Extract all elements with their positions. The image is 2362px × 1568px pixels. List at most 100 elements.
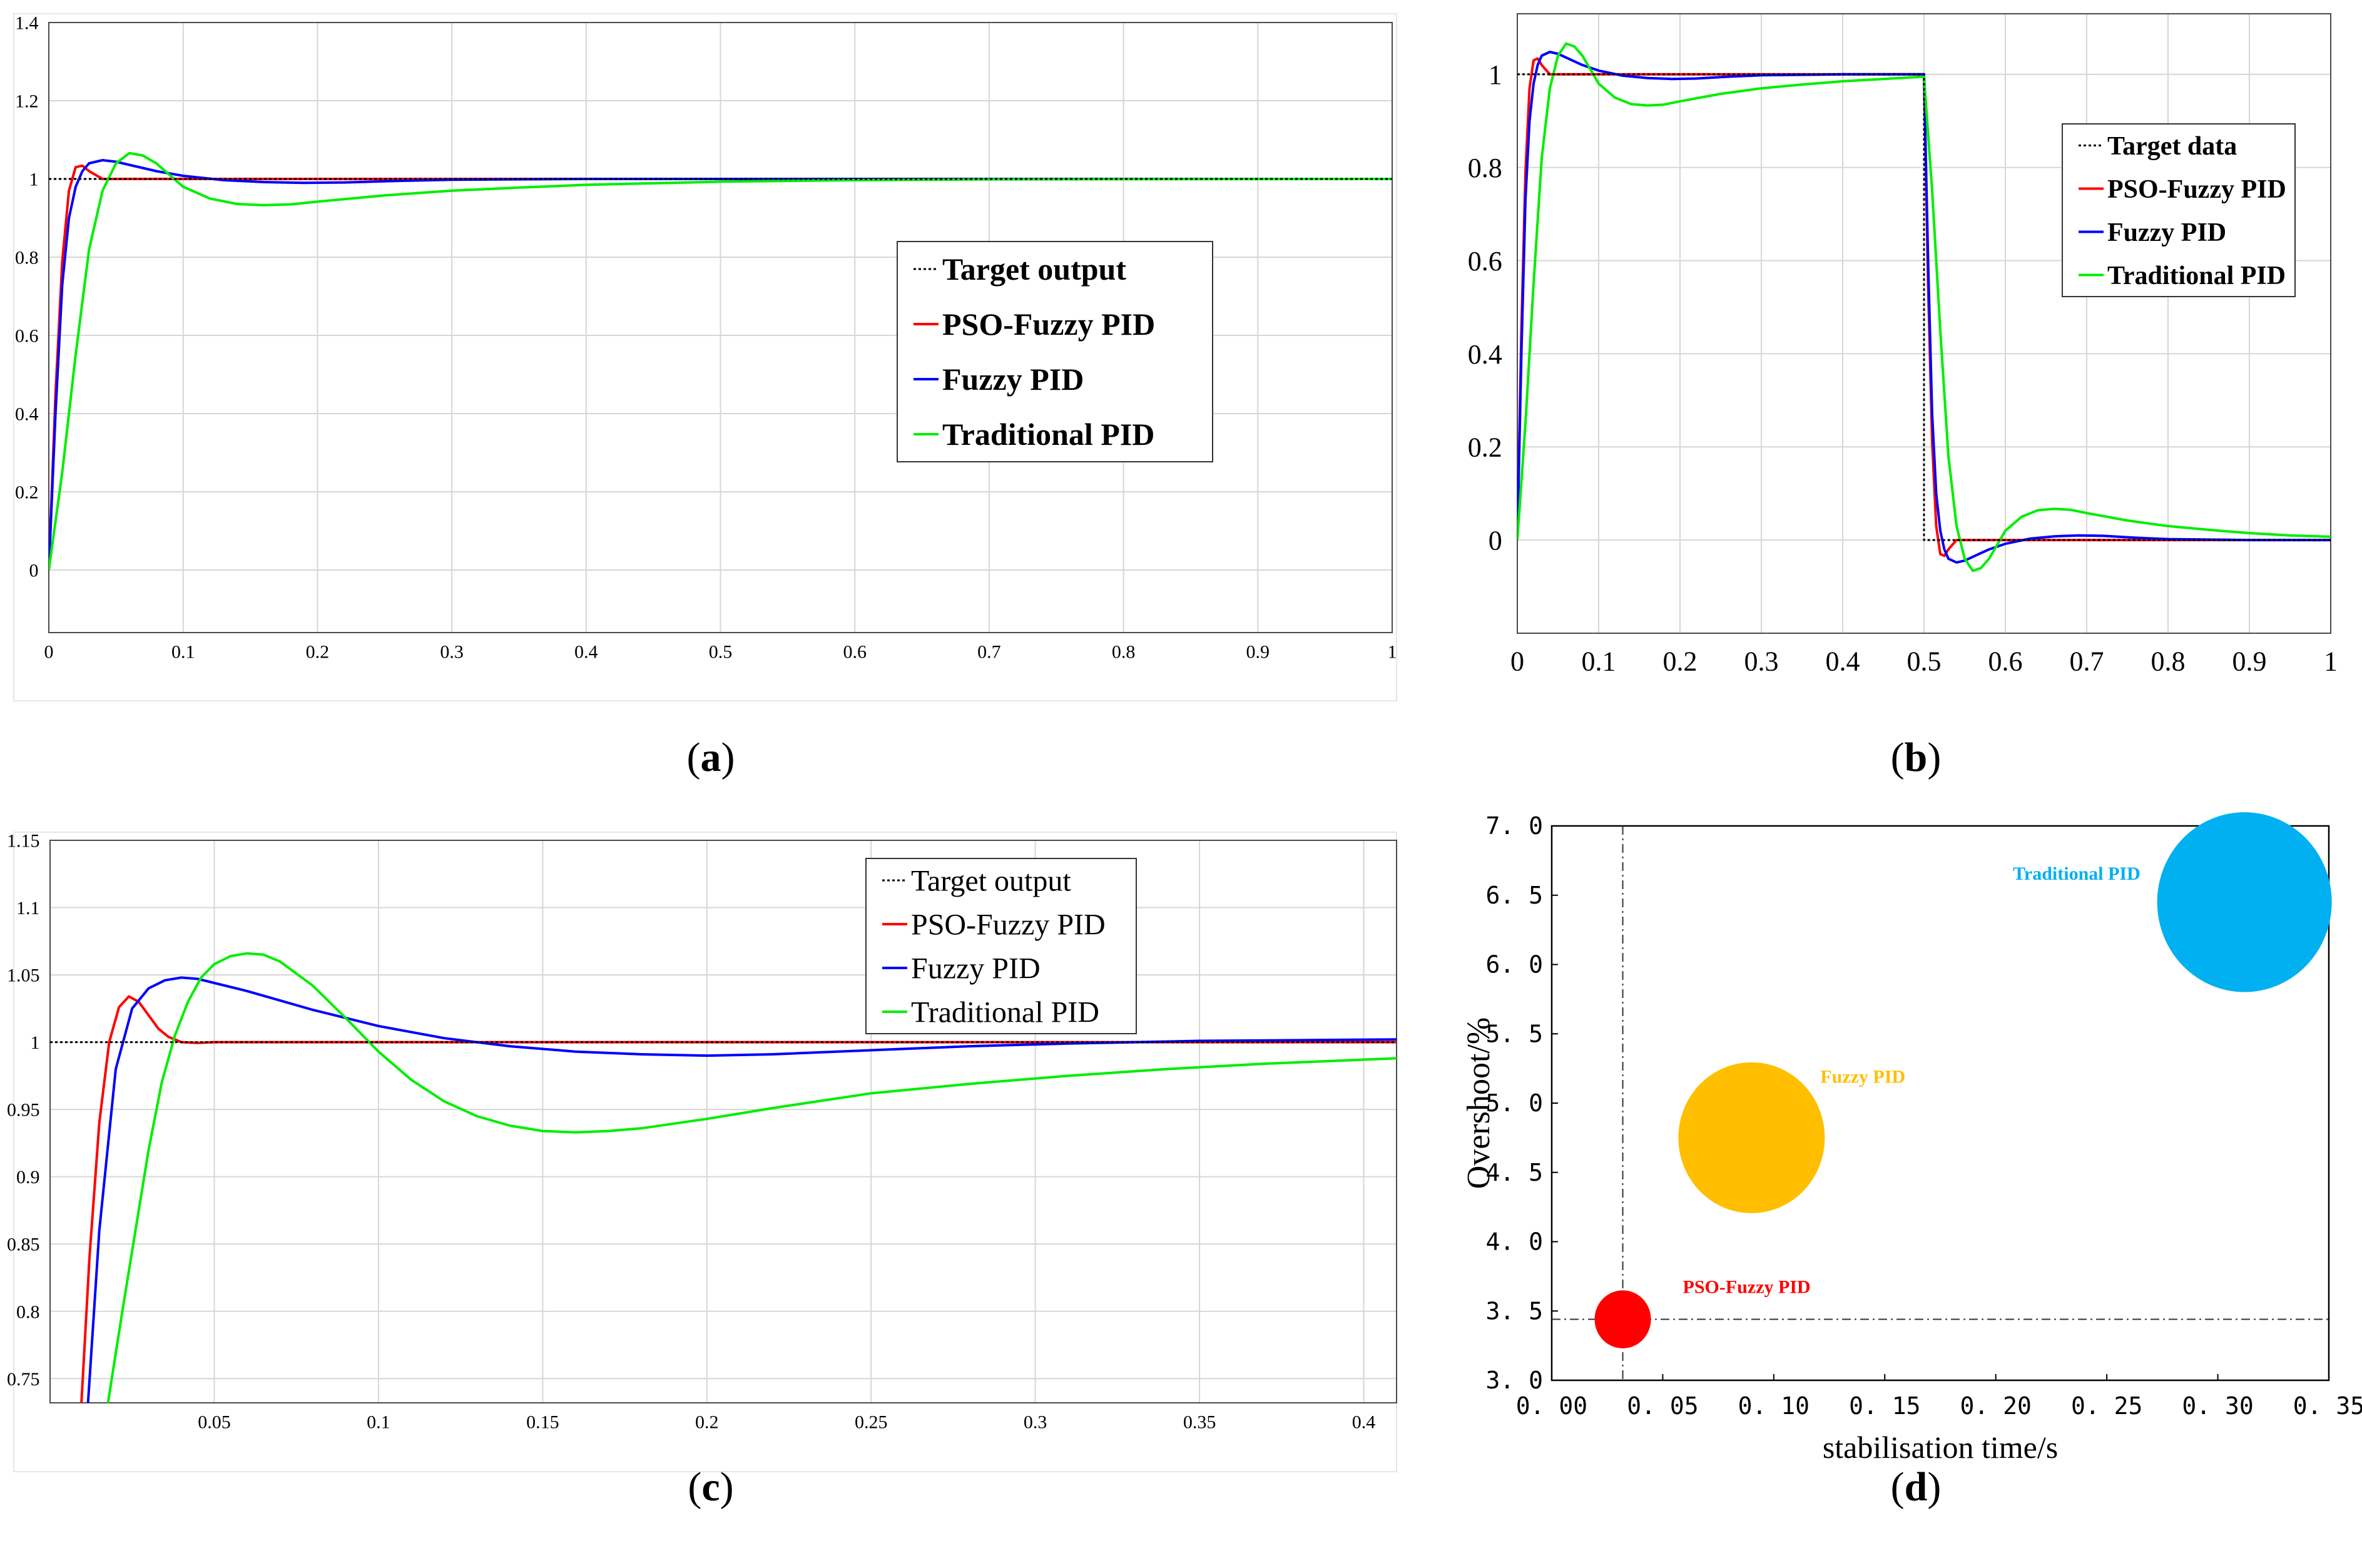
chart-a-series xyxy=(49,151,1392,571)
legend-label-traditional: Traditional PID xyxy=(2107,262,2286,290)
chart-a-legend: Target output PSO-Fuzzy PID Fuzzy PID Tradi… xyxy=(897,241,1213,462)
x-tick-label: 0. 30 xyxy=(2182,1392,2253,1420)
x-tick-label: 0.05 xyxy=(198,1412,231,1433)
y-tick-label: 1 xyxy=(29,170,39,190)
chart-c-legend: Target output PSO-Fuzzy PID Fuzzy PID Tradi… xyxy=(865,858,1137,1034)
y-tick-label: 0.8 xyxy=(16,1301,40,1322)
x-tick-label: 0.9 xyxy=(2232,646,2267,676)
x-tick-label: 0.4 xyxy=(1826,646,1860,676)
y-tick-label: 6. 0 xyxy=(1485,951,1543,979)
bubble-label-bubble_fuzzy: Fuzzy PID xyxy=(1820,1066,1905,1087)
y-tick-label: 0.2 xyxy=(15,482,39,503)
captions: (a) (b) (c) (d) xyxy=(687,735,1942,1510)
x-tick-label: 0.7 xyxy=(977,642,1001,663)
series-line-pso xyxy=(80,995,1397,1403)
y-tick-label: 7. 0 xyxy=(1485,812,1543,840)
chart-b-axes xyxy=(1517,13,2331,634)
x-tick-label: 0.1 xyxy=(1582,646,1616,676)
x-tick-label: 0.6 xyxy=(1988,646,2023,676)
x-tick-label: 1 xyxy=(2324,646,2338,676)
series-line-traditional xyxy=(1517,42,2331,573)
series-line-traditional xyxy=(49,151,1392,571)
y-tick-label: 5. 0 xyxy=(1485,1089,1543,1117)
caption-d: (d) xyxy=(1891,1464,1942,1510)
y-tick-label: 0.2 xyxy=(1468,432,1502,463)
chart-b-legend: Target data PSO-Fuzzy PID Fuzzy PID Traditi… xyxy=(2062,123,2296,297)
bubble-label-bubble_pso: PSO-Fuzzy PID xyxy=(1683,1277,1811,1298)
bubble-label-bubble_traditional: Traditional PID xyxy=(2013,863,2141,884)
chart-c: 0.05 0.1 0.15 0.2 0.25 0.3 0.35 0.4 0.75 0.8 0.85 0… xyxy=(7,831,1397,1472)
y-tick-label: 0.8 xyxy=(15,248,39,268)
x-tick-label: 0. 20 xyxy=(1960,1392,2032,1420)
x-tick-label: 0.6 xyxy=(843,642,867,663)
series-line-traditional xyxy=(106,952,1397,1403)
y-tick-label: 1 xyxy=(1489,59,1502,90)
x-tick-label: 0.7 xyxy=(2070,646,2104,676)
legend-label-pso: PSO-Fuzzy PID xyxy=(911,908,1106,941)
y-tick-label: 0 xyxy=(1489,526,1502,556)
legend-label-traditional: Traditional PID xyxy=(942,417,1154,452)
x-tick-label: 0.35 xyxy=(1183,1412,1216,1433)
chart-a: 0 0.1 0.2 0.3 0.4 0.5 0.6 0.7 0.8 0.9 1 0 0.2 0.4 0.6 0… xyxy=(13,13,1397,701)
x-tick-label: 1 xyxy=(1388,642,1397,663)
x-tick-label: 0.1 xyxy=(367,1412,390,1433)
x-tick-label: 0.2 xyxy=(306,642,330,663)
legend-label-fuzzy: Fuzzy PID xyxy=(2107,218,2226,247)
legend-label-fuzzy: Fuzzy PID xyxy=(942,362,1084,397)
x-tick-label: 0.2 xyxy=(695,1412,719,1433)
x-tick-label: 0.9 xyxy=(1246,642,1270,663)
legend-label-fuzzy: Fuzzy PID xyxy=(911,952,1041,985)
x-tick-label: 0.4 xyxy=(1352,1412,1376,1433)
y-tick-label: 4. 5 xyxy=(1485,1159,1543,1186)
y-tick-label: 0.95 xyxy=(7,1100,40,1121)
x-tick-label: 0.25 xyxy=(855,1412,888,1433)
y-tick-label: 0.85 xyxy=(7,1235,40,1255)
x-tick-label: 0. 05 xyxy=(1627,1392,1698,1420)
y-tick-label: 0.6 xyxy=(1468,246,1502,277)
y-tick-label: 4. 0 xyxy=(1485,1228,1543,1256)
y-tick-label: 0.8 xyxy=(1468,153,1502,183)
x-axis-label: stabilisation time/s xyxy=(1823,1430,2058,1465)
chart-c-series xyxy=(50,952,1397,1403)
y-tick-label: 1.05 xyxy=(7,965,40,986)
x-tick-label: 0.15 xyxy=(526,1412,559,1433)
x-tick-label: 0.1 xyxy=(171,642,195,663)
x-tick-label: 0.3 xyxy=(1744,646,1779,676)
y-tick-label: 0.9 xyxy=(16,1167,40,1188)
chart-b: 0 0.1 0.2 0.3 0.4 0.5 0.6 0.7 0.8 0.9 1 0 0.2 0.4 0.6 0… xyxy=(1468,13,2338,676)
bubble-bubble_fuzzy xyxy=(1678,1062,1825,1213)
legend-label-target: Target data xyxy=(2107,132,2237,161)
x-tick-label: 0.3 xyxy=(1024,1412,1047,1433)
chart-c-canvas xyxy=(13,832,1397,1472)
chart-c-axes xyxy=(49,840,1397,1403)
legend-label-traditional: Traditional PID xyxy=(911,995,1099,1029)
y-tick-label: 1 xyxy=(31,1032,40,1053)
legend-box xyxy=(897,241,1213,462)
y-tick-label: 1.4 xyxy=(15,13,39,34)
legend-box xyxy=(865,858,1137,1034)
x-tick-label: 0.8 xyxy=(1112,642,1136,663)
bubble-bubble_pso xyxy=(1594,1290,1651,1348)
chart-a-axes xyxy=(48,22,1393,633)
y-tick-label: 3. 5 xyxy=(1485,1297,1543,1325)
caption-b: (b) xyxy=(1891,735,1942,780)
x-tick-label: 0. 25 xyxy=(2071,1392,2142,1420)
y-tick-label: 6. 5 xyxy=(1485,882,1543,909)
x-tick-label: 0. 35 xyxy=(2293,1392,2362,1420)
x-tick-label: 0 xyxy=(1510,646,1524,676)
y-tick-label: 1.1 xyxy=(16,898,40,919)
chart-d: 0. 00 0. 05 0. 10 0. 15 0. 20 0. 25 0. 30 0. 35… xyxy=(1461,812,2362,1465)
x-tick-label: 0. 15 xyxy=(1849,1392,1920,1420)
legend-label-target: Target output xyxy=(942,252,1126,287)
caption-c: (c) xyxy=(688,1464,733,1510)
legend-label-pso: PSO-Fuzzy PID xyxy=(942,307,1155,342)
x-tick-label: 0 xyxy=(44,642,54,663)
chart-b-series xyxy=(1517,42,2331,573)
x-tick-label: 0.3 xyxy=(440,642,464,663)
y-tick-label: 0 xyxy=(29,561,39,581)
y-tick-label: 1.15 xyxy=(7,831,40,852)
legend-label-target: Target output xyxy=(911,864,1071,897)
series-line-fuzzy xyxy=(49,159,1392,571)
x-tick-label: 0.4 xyxy=(574,642,598,663)
